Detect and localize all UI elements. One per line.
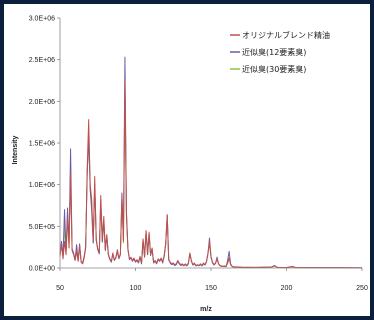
- series-line-1: [59, 80, 363, 269]
- x-tick-label: 50: [56, 285, 64, 292]
- legend-label: オリジナルブレンド精油: [242, 30, 330, 40]
- spectrum-chart: 0.0E+00 5.0E+05 1.0E+06 1.5E+06 2.0E+06 2.5E+…: [12, 16, 368, 314]
- y-tick-label: 2.0E+06: [29, 99, 55, 106]
- x-tick-label: 250: [356, 285, 368, 292]
- y-tick-label: 1.5E+06: [29, 141, 55, 148]
- y-tick-label: 0.0E+00: [29, 266, 55, 273]
- legend-label: 近似臭(30要素臭): [242, 64, 306, 74]
- y-axis-ticks: 0.0E+00 5.0E+05 1.0E+06 1.5E+06 2.0E+06 2.5E+…: [29, 16, 60, 273]
- y-tick-label: 5.0E+05: [29, 224, 55, 231]
- y-tick-label: 2.5E+06: [29, 57, 55, 64]
- x-axis-ticks: 50 100 150 200 250: [56, 268, 368, 292]
- x-axis-label: m/z: [200, 306, 212, 313]
- chart-panel: 0.0E+00 5.0E+05 1.0E+06 1.5E+06 2.0E+06 2.5E+…: [4, 4, 370, 316]
- legend-label: 近似臭(12要素臭): [242, 47, 306, 57]
- y-tick-label: 1.0E+06: [29, 182, 55, 189]
- series-lines: [59, 56, 363, 269]
- y-axis-label: Intensity: [12, 136, 19, 165]
- y-tick-label: 3.0E+06: [29, 16, 55, 23]
- series-line-2: [59, 56, 363, 269]
- x-tick-label: 100: [130, 285, 142, 292]
- x-tick-label: 150: [205, 285, 217, 292]
- x-tick-label: 200: [281, 285, 293, 292]
